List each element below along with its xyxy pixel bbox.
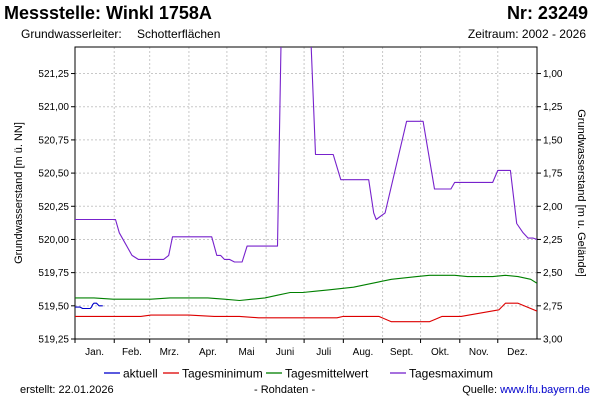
period-label: Zeitraum: 2002 - 2026 xyxy=(467,27,586,41)
aquifer-value: Schotterflächen xyxy=(137,27,221,41)
x-tick-label: Apr. xyxy=(199,347,217,358)
y-left-tick-label: 521,25 xyxy=(38,69,69,80)
station-number: Nr: 23249 xyxy=(506,3,588,23)
y-left-tick-label: 519,50 xyxy=(38,301,69,312)
y-right-tick-label: 1,25 xyxy=(543,102,563,113)
y-left-tick-label: 520,00 xyxy=(38,235,69,246)
grid-lines xyxy=(75,47,537,339)
x-tick-label: Dez. xyxy=(507,347,528,358)
y-left-tick-label: 520,50 xyxy=(38,169,69,180)
y-right-tick-label: 1,00 xyxy=(543,69,563,80)
y-right-tick-label: 2,50 xyxy=(543,268,563,279)
legend-label-tagesmaximum: Tagesmaximum xyxy=(409,367,493,381)
x-tick-label: Sept. xyxy=(390,347,413,358)
legend-label-tagesmittelwert: Tagesmittelwert xyxy=(285,367,369,381)
legend-label-aktuell: aktuell xyxy=(123,367,158,381)
source-credit: Quelle: www.lfu.bayern.de xyxy=(462,384,590,396)
x-axis-month-ticks: Jan. Feb. Mrz. Apr. Mai Juni Juli Aug. Sept. Okt.… xyxy=(74,339,528,358)
aquifer-label: Grundwasserleiter: xyxy=(21,27,122,41)
y-axis-left-label: Grundwasserstand [m ü. NN] xyxy=(13,122,25,264)
y-left-tick-label: 519,75 xyxy=(38,268,69,279)
created-date: erstellt: 22.01.2026 xyxy=(20,384,114,396)
source-label: Quelle: xyxy=(462,384,501,396)
x-tick-label: Mrz. xyxy=(160,347,179,358)
y-right-tick-label: 2,25 xyxy=(543,235,563,246)
series-line-tagesmittelwert xyxy=(75,274,537,302)
x-tick-label: Okt. xyxy=(431,347,449,358)
y-left-tick-label: 521,00 xyxy=(38,102,69,113)
x-tick-label: Jan. xyxy=(85,347,104,358)
series-line-tagesmaximum xyxy=(75,47,537,263)
y-left-tick-label: 520,75 xyxy=(38,135,69,146)
x-tick-label: Juli xyxy=(316,347,331,358)
legend: aktuell Tagesminimum Tagesmittelwert Tagesm… xyxy=(104,367,493,381)
x-tick-label: Aug. xyxy=(353,347,374,358)
y-left-tick-label: 520,25 xyxy=(38,202,69,213)
y-left-tick-label: 519,25 xyxy=(38,335,69,346)
plot-frame xyxy=(74,46,538,340)
y-right-tick-label: 1,75 xyxy=(543,169,563,180)
y-right-tick-label: 1,50 xyxy=(543,135,563,146)
x-tick-label: Mai xyxy=(238,347,254,358)
y-right-tick-label: 2,00 xyxy=(543,202,563,213)
y-axis-right-label: Grundwasserstand [m u. Gelände] xyxy=(575,109,587,277)
series-line-tagesminimum xyxy=(75,302,537,323)
chart-title: Messstelle: Winkl 1758A xyxy=(4,3,212,23)
y-right-tick-label: 3,00 xyxy=(543,335,563,346)
source-link[interactable]: www.lfu.bayern.de xyxy=(500,384,590,396)
series-lines xyxy=(75,47,537,323)
rawdata-note: - Rohdaten - xyxy=(254,384,316,396)
y-axis-right-ticks: 3,00 2,75 2,50 2,25 2,00 1,75 1,50 1,25 1,00 xyxy=(537,69,563,346)
y-right-tick-label: 2,75 xyxy=(543,301,563,312)
x-tick-label: Feb. xyxy=(122,347,142,358)
x-tick-label: Juni xyxy=(276,347,294,358)
series-line-aktuell xyxy=(75,302,103,310)
x-tick-label: Nov. xyxy=(469,347,489,358)
legend-label-tagesminimum: Tagesminimum xyxy=(182,367,263,381)
y-axis-left-ticks: 519,25 519,50 519,75 520,00 520,25 520,50 520,… xyxy=(38,69,75,346)
